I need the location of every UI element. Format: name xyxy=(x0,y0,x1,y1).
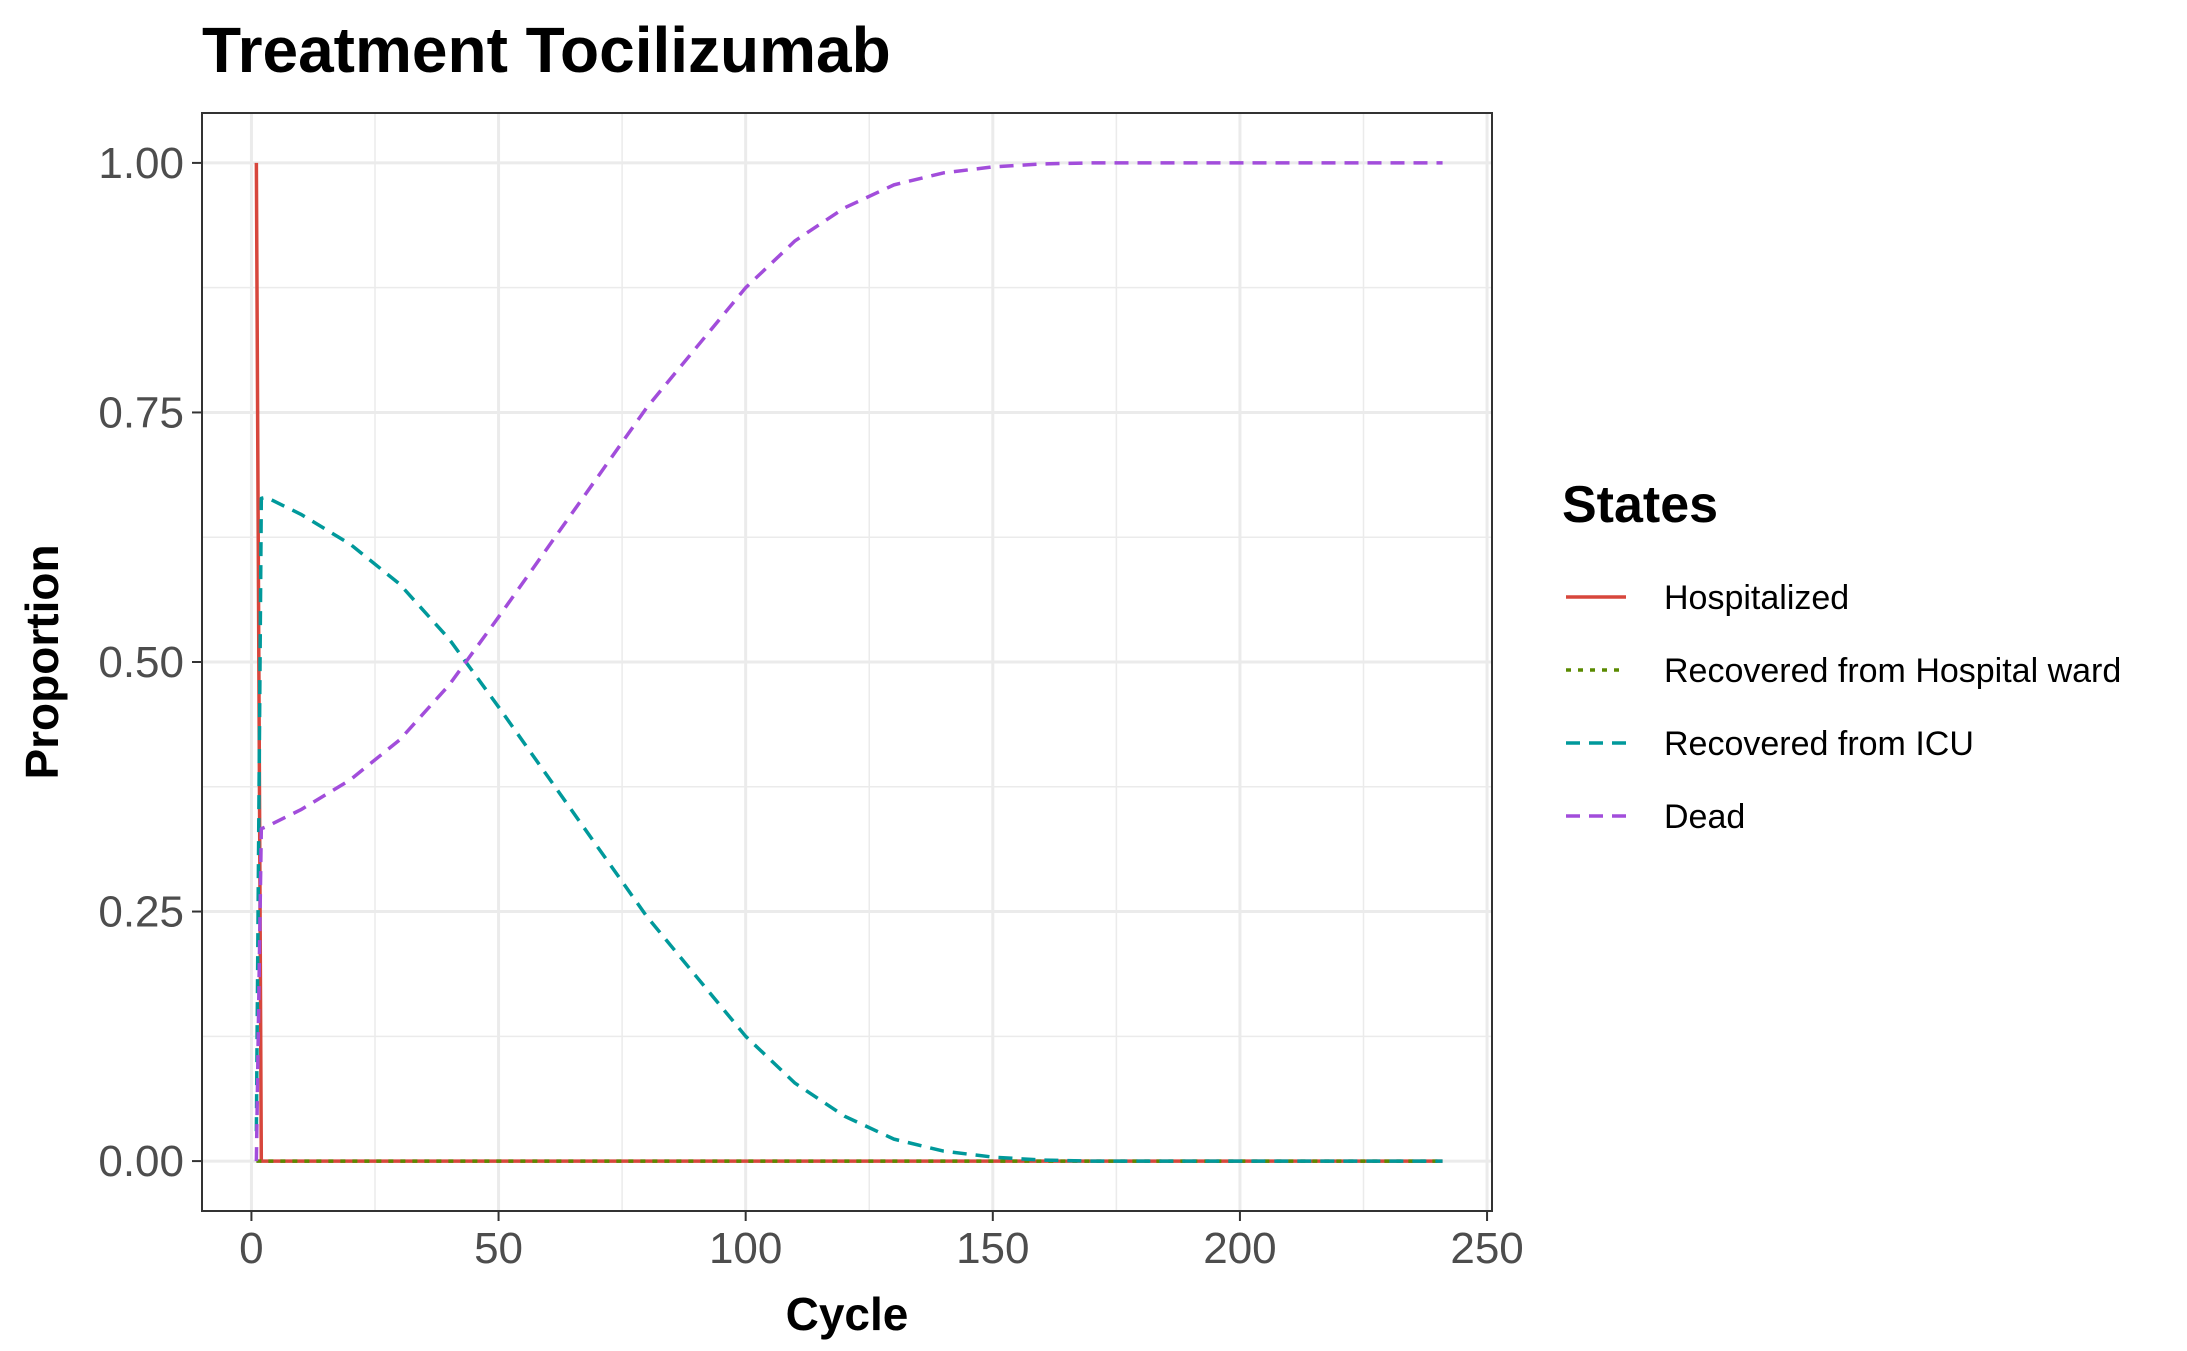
legend-label-3: Dead xyxy=(1664,798,1745,836)
legend: States Hospitalized Recovered from Hospit… xyxy=(1562,476,2121,836)
y-tick-label: 1.00 xyxy=(98,139,184,188)
y-tick-label: 0.25 xyxy=(98,888,184,937)
x-tick-label: 100 xyxy=(709,1224,782,1273)
legend-label-2: Recovered from ICU xyxy=(1664,725,1974,763)
x-tick-label: 50 xyxy=(474,1224,523,1273)
grid xyxy=(202,113,1492,1211)
x-tick-label: 200 xyxy=(1203,1224,1276,1273)
y-tick-label: 0.00 xyxy=(98,1137,184,1186)
series-line-2 xyxy=(254,495,1443,1163)
axes: 0 50 100 150 200 250 0.00 0.25 0.50 0.75 1.00 xyxy=(98,139,1523,1273)
chart-title: Treatment Tocilizumab xyxy=(202,14,891,86)
y-axis-title: Proportion xyxy=(16,544,68,779)
y-tick-label: 0.50 xyxy=(98,638,184,687)
series-line-3 xyxy=(254,161,1443,1162)
legend-title: States xyxy=(1562,476,1718,534)
legend-label-1: Recovered from Hospital ward xyxy=(1664,652,2121,690)
x-tick-label: 150 xyxy=(956,1224,1029,1273)
legend-label-0: Hospitalized xyxy=(1664,579,1849,617)
y-tick-label: 0.75 xyxy=(98,388,184,437)
x-axis-title: Cycle xyxy=(786,1288,909,1340)
x-tick-label: 250 xyxy=(1450,1224,1523,1273)
series-layer xyxy=(254,161,1443,1163)
x-tick-label: 0 xyxy=(239,1224,263,1273)
